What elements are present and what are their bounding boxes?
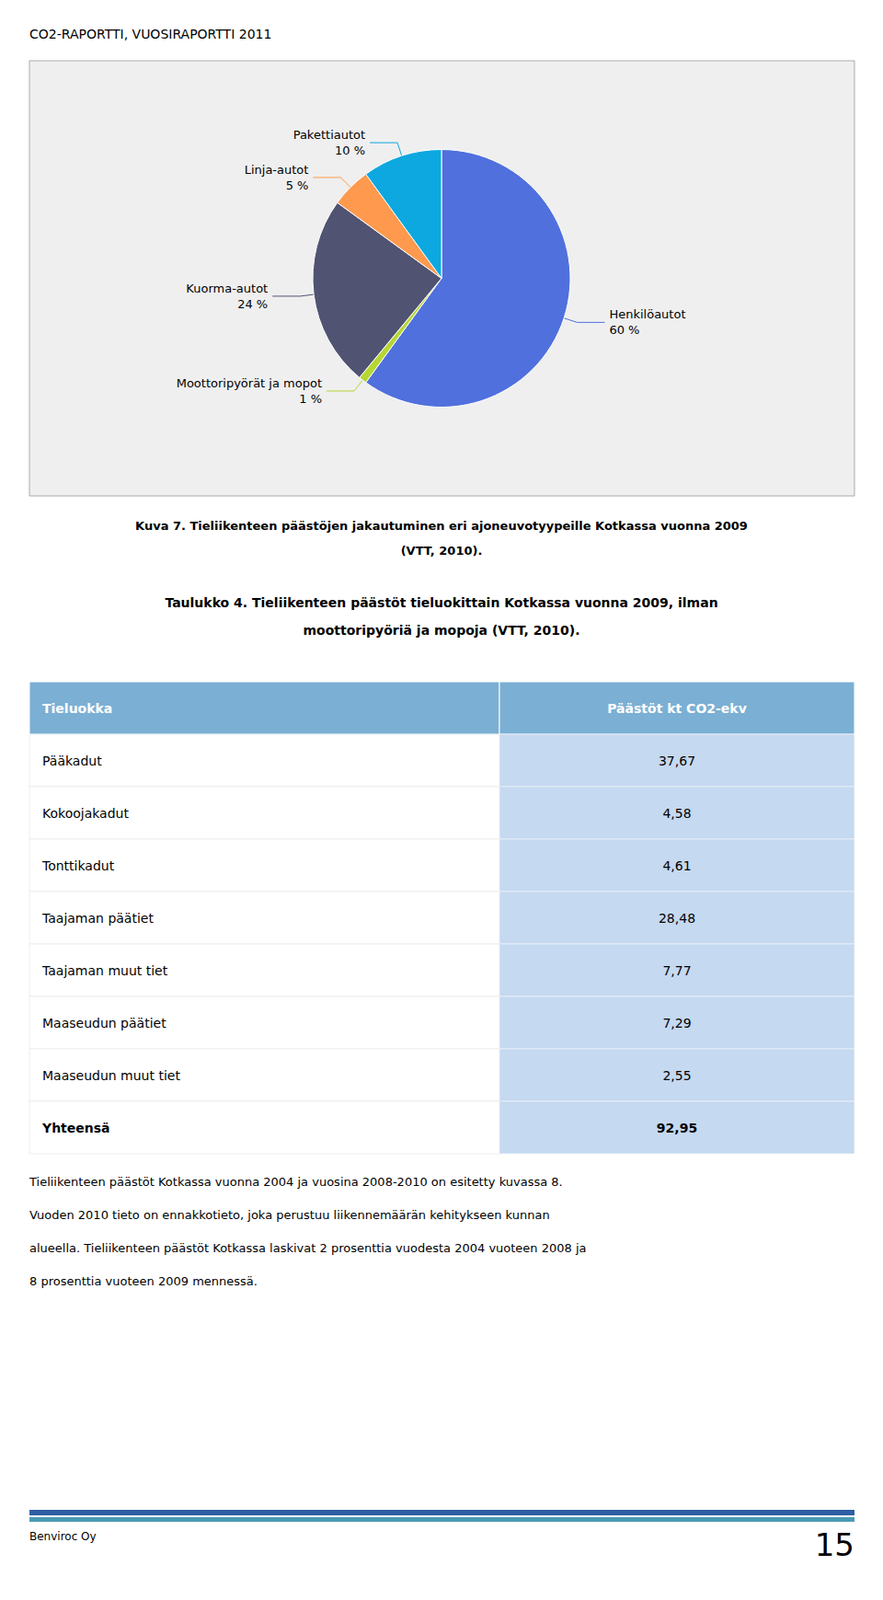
svg-text:Linja-autot: Linja-autot (244, 162, 310, 177)
svg-text:(VTT, 2010).: (VTT, 2010). (401, 543, 483, 558)
svg-text:4,58: 4,58 (662, 805, 691, 821)
svg-text:Kuva 7. Tieliikenteen päästöje: Kuva 7. Tieliikenteen päästöjen jakautum… (135, 518, 748, 533)
svg-text:1 %: 1 % (298, 391, 322, 406)
svg-text:Moottoripyörät ja mopot: Moottoripyörät ja mopot (176, 376, 322, 390)
svg-text:Tieluokka: Tieluokka (42, 700, 113, 716)
svg-text:8 prosenttia vuoteen 2009 menn: 8 prosenttia vuoteen 2009 mennessä. (29, 1273, 258, 1288)
svg-text:Maaseudun päätiet: Maaseudun päätiet (42, 1015, 167, 1031)
svg-text:Taulukko 4. Tieliikenteen pääs: Taulukko 4. Tieliikenteen päästöt tieluo… (164, 595, 718, 610)
svg-text:37,67: 37,67 (658, 753, 696, 769)
svg-text:Taajaman päätiet: Taajaman päätiet (41, 910, 154, 926)
svg-text:7,29: 7,29 (662, 1015, 691, 1031)
svg-text:15: 15 (814, 1525, 855, 1563)
svg-text:10 %: 10 % (334, 143, 366, 158)
svg-text:Pakettiautot: Pakettiautot (293, 127, 366, 142)
svg-text:Yhteensä: Yhteensä (41, 1120, 111, 1136)
svg-text:5 %: 5 % (286, 178, 310, 193)
svg-text:92,95: 92,95 (656, 1120, 698, 1136)
svg-text:alueella. Tieliikenteen päästö: alueella. Tieliikenteen päästöt Kotkassa… (29, 1240, 587, 1255)
svg-text:Päästöt kt CO2-ekv: Päästöt kt CO2-ekv (607, 700, 747, 716)
svg-text:Vuoden 2010 tieto on ennakkoti: Vuoden 2010 tieto on ennakkotieto, joka … (29, 1207, 551, 1222)
svg-text:moottoripyöriä ja mopoja (VTT,: moottoripyöriä ja mopoja (VTT, 2010). (303, 622, 581, 638)
svg-text:Tonttikadut: Tonttikadut (41, 858, 115, 873)
svg-text:Henkilöautot: Henkilöautot (608, 307, 686, 322)
svg-text:Pääkadut: Pääkadut (42, 753, 103, 769)
svg-text:7,77: 7,77 (662, 963, 691, 978)
svg-text:Kuorma-autot: Kuorma-autot (185, 281, 268, 296)
svg-text:28,48: 28,48 (658, 910, 696, 926)
svg-text:60 %: 60 % (608, 322, 640, 337)
svg-text:2,55: 2,55 (662, 1067, 691, 1083)
svg-text:Maaseudun muut tiet: Maaseudun muut tiet (42, 1067, 181, 1083)
svg-text:CO2-RAPORTTI, VUOSIRAPORTTI 20: CO2-RAPORTTI, VUOSIRAPORTTI 2011 (29, 26, 272, 42)
svg-text:Kokoojakadut: Kokoojakadut (42, 805, 129, 821)
svg-text:Taajaman muut tiet: Taajaman muut tiet (41, 963, 169, 978)
svg-text:Benviroc Oy: Benviroc Oy (29, 1529, 97, 1543)
svg-text:24 %: 24 % (237, 297, 268, 311)
svg-text:4,61: 4,61 (662, 858, 691, 873)
svg-text:Tieliikenteen päästöt Kotkassa: Tieliikenteen päästöt Kotkassa vuonna 20… (28, 1174, 563, 1189)
